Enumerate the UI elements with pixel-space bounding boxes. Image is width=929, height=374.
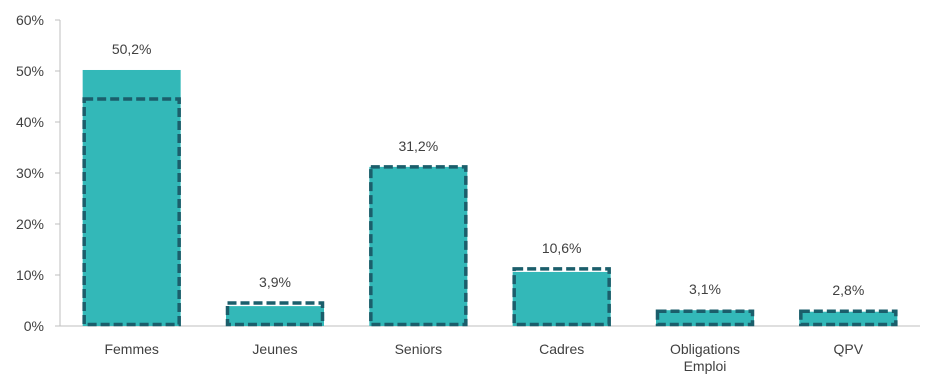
bar [799,311,898,326]
x-category-label: Emploi [684,358,727,374]
x-category-label: Seniors [395,341,442,357]
y-tick-label: 0% [24,318,44,334]
y-tick-label: 50% [16,63,44,79]
dashed-outline-bar [655,309,755,327]
dashed-outline-bar [799,309,898,327]
y-tick-label: 10% [16,267,44,283]
x-category-label: QPV [834,341,864,357]
bar [82,69,181,326]
x-category-label: Jeunes [252,341,297,357]
data-labels: 50,2% 3,9% 31,2% 10,6% 3,1% 2,8% [112,41,864,298]
y-tick-label: 40% [16,114,44,130]
bar [512,271,611,326]
x-category-label: Obligations [670,341,740,357]
dashed-outlines [82,97,898,327]
dashed-outline-bar [512,267,611,327]
dashed-outline-bar [82,97,181,327]
dashed-outline-bar [225,301,325,327]
bars [82,69,898,326]
y-tick-label: 60% [16,12,44,28]
data-label: 31,2% [398,138,438,154]
data-label: 3,1% [689,281,721,297]
bar [656,310,754,326]
y-tick-label: 30% [16,165,44,181]
dashed-outline-bar [369,165,468,327]
y-tick-label: 20% [16,216,44,232]
chart-axes [59,20,920,327]
bar [369,166,468,326]
x-category-label: Cadres [539,341,584,357]
bar [226,306,324,326]
data-label: 50,2% [112,41,152,57]
data-label: 10,6% [542,240,582,256]
x-category-label: Femmes [104,341,158,357]
data-label: 3,9% [259,274,291,290]
y-axis-ticks: 0% 10% 20% 30% 40% 50% 60% [16,12,60,334]
data-label: 2,8% [832,282,864,298]
x-axis-labels: Femmes Jeunes Seniors Cadres ObligationsEmpl… [104,341,863,374]
